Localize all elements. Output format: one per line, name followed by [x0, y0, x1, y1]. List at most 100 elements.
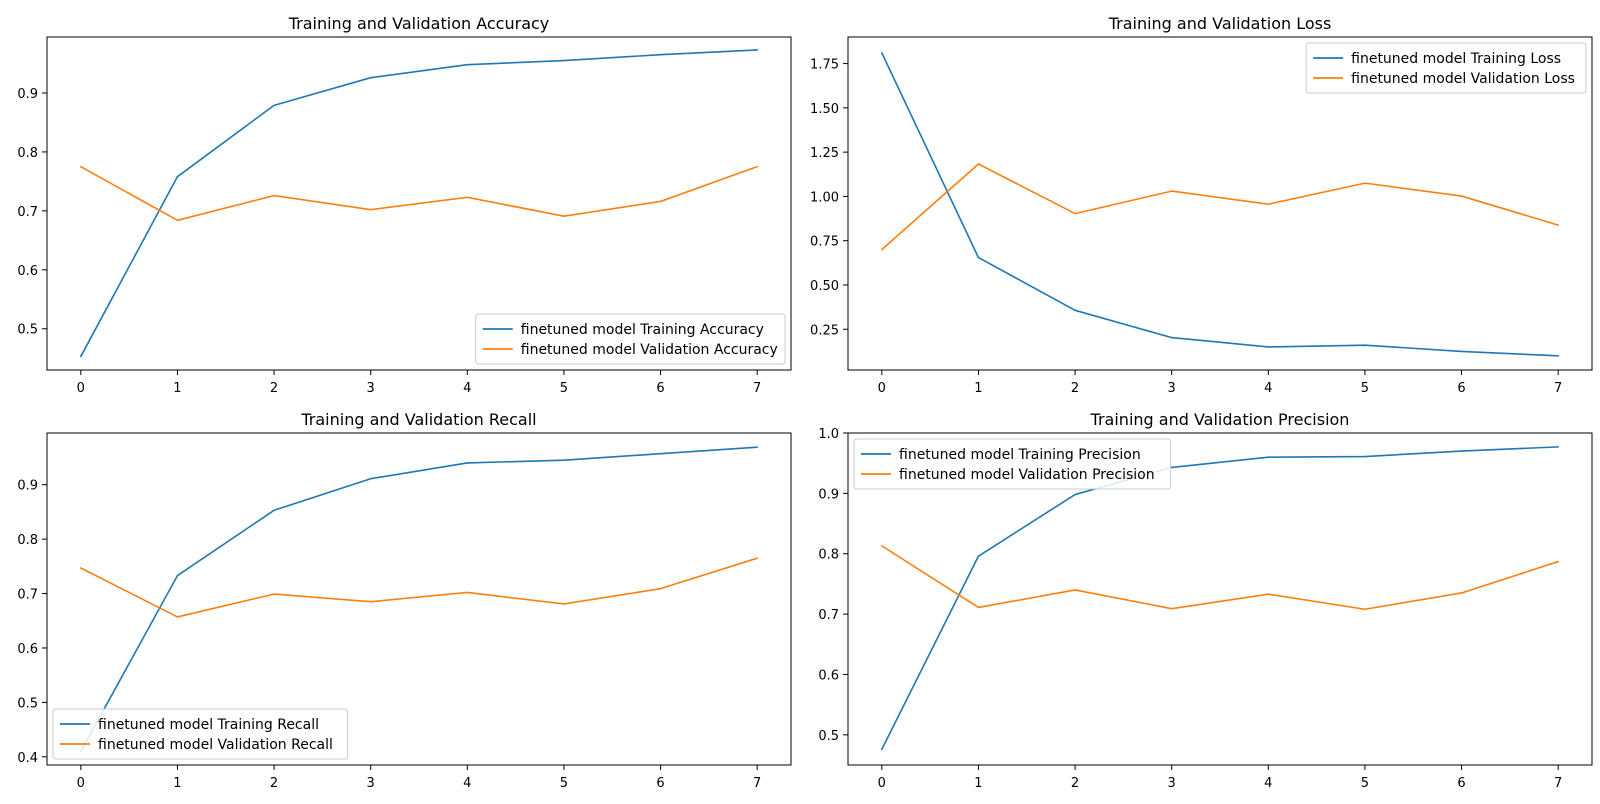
legend: finetuned model Training Accuracy finetun…	[475, 313, 786, 365]
chart-1: Training and Validation Loss 0 1 2 3 4 5 6 7 0.25…	[810, 14, 1593, 396]
legend-box	[475, 313, 786, 365]
series-line-training	[881, 52, 1559, 357]
x-tick-label: 2	[270, 381, 278, 396]
data-point	[1460, 450, 1463, 452]
x-tick-label: 1	[974, 776, 982, 791]
data-point	[369, 600, 372, 603]
plot-frame	[847, 36, 1593, 371]
data-point	[1267, 346, 1270, 348]
data-point	[1267, 456, 1270, 458]
y-tick-label: 0.6	[17, 642, 38, 657]
data-point	[1074, 309, 1076, 312]
y-tick-label: 0.5	[17, 696, 38, 711]
data-point	[756, 557, 758, 559]
x-tick-label: 7	[753, 381, 761, 396]
legend-box	[1305, 42, 1587, 94]
legend: finetuned model Training Recall finetuned…	[52, 708, 349, 760]
y-tick-label: 1.75	[810, 58, 839, 73]
series-line-training	[881, 446, 1559, 750]
legend: finetuned model Training Precision finetu…	[853, 438, 1172, 490]
x-tick-label: 1	[173, 381, 181, 396]
x-tick-label: 6	[1457, 776, 1465, 791]
data-point	[176, 219, 179, 222]
x-tick-label: 0	[878, 776, 886, 791]
plot-frame	[46, 36, 792, 371]
x-tick-label: 0	[878, 381, 886, 396]
data-point	[1557, 560, 1559, 563]
x-tick-label: 3	[1168, 381, 1176, 396]
y-tick-label: 0.9	[818, 487, 839, 502]
data-point	[659, 200, 662, 203]
data-point	[466, 196, 469, 199]
data-point	[977, 256, 980, 259]
chart-3: Training and Validation Precision 0 1 2 3 4 5 6…	[818, 410, 1593, 791]
data-point	[80, 165, 82, 168]
x-tick-label: 0	[77, 381, 85, 396]
y-tick-label: 0.50	[810, 279, 839, 294]
data-point	[1364, 344, 1366, 347]
y-tick-label: 0.7	[818, 608, 839, 623]
data-point	[273, 509, 275, 512]
data-point	[1170, 336, 1173, 339]
data-point	[1460, 195, 1463, 197]
data-point	[80, 355, 82, 358]
x-tick-label: 2	[270, 776, 278, 791]
chart-title: Training and Validation Accuracy	[288, 14, 550, 33]
y-tick-label: 1.50	[810, 102, 839, 117]
data-point	[881, 545, 883, 547]
data-point	[659, 452, 662, 455]
chart-2: Training and Validation Recall 0 1 2 3 4 5 6 7 0.…	[17, 410, 792, 791]
data-point	[369, 208, 372, 211]
x-tick-label: 4	[463, 381, 471, 396]
data-point	[1074, 212, 1076, 215]
data-point	[273, 104, 275, 107]
data-point	[1074, 493, 1076, 496]
data-point	[1074, 589, 1076, 591]
data-point	[881, 248, 883, 251]
y-tick-label: 0.7	[17, 588, 38, 603]
data-point	[659, 587, 662, 590]
x-tick-label: 2	[1071, 381, 1079, 396]
x-tick-label: 0	[77, 776, 85, 791]
plot-frame	[46, 432, 792, 766]
data-point	[1364, 455, 1366, 458]
data-point	[1460, 350, 1463, 353]
x-tick-label: 7	[1554, 776, 1562, 791]
chart-title: Training and Validation Recall	[300, 410, 536, 429]
x-tick-label: 1	[173, 776, 181, 791]
chart-title: Training and Validation Loss	[1108, 14, 1332, 33]
x-tick-label: 4	[1264, 776, 1272, 791]
x-tick-label: 3	[367, 381, 375, 396]
legend-label: finetuned model Validation Recall	[98, 737, 333, 753]
data-point	[1267, 203, 1270, 206]
data-point	[756, 49, 758, 51]
series-line-training	[80, 446, 758, 752]
y-tick-label: 0.5	[17, 323, 38, 338]
legend-box	[853, 438, 1172, 490]
data-point	[1170, 190, 1173, 192]
data-point	[563, 603, 565, 605]
x-tick-label: 4	[463, 776, 471, 791]
y-tick-label: 0.8	[818, 548, 839, 563]
x-tick-label: 6	[1457, 381, 1465, 396]
data-point	[563, 215, 565, 217]
x-tick-label: 3	[367, 776, 375, 791]
x-tick-label: 5	[560, 381, 568, 396]
legend-box	[52, 708, 349, 760]
data-point	[1557, 446, 1559, 448]
x-tick-label: 2	[1071, 776, 1079, 791]
x-tick-label: 1	[974, 381, 982, 396]
series-line-validation	[881, 545, 1559, 611]
legend-label: finetuned model Training Recall	[98, 717, 319, 733]
data-point	[273, 593, 275, 595]
chart-0: Training and Validation Accuracy 0 1 2 3 4 5 6 7…	[17, 14, 792, 396]
series-line-validation	[881, 163, 1559, 251]
data-point	[977, 163, 980, 165]
data-point	[756, 165, 758, 168]
series-line-training	[80, 49, 758, 357]
y-tick-label: 0.75	[810, 235, 839, 250]
data-point	[1364, 608, 1366, 611]
y-tick-label: 0.5	[818, 729, 839, 744]
